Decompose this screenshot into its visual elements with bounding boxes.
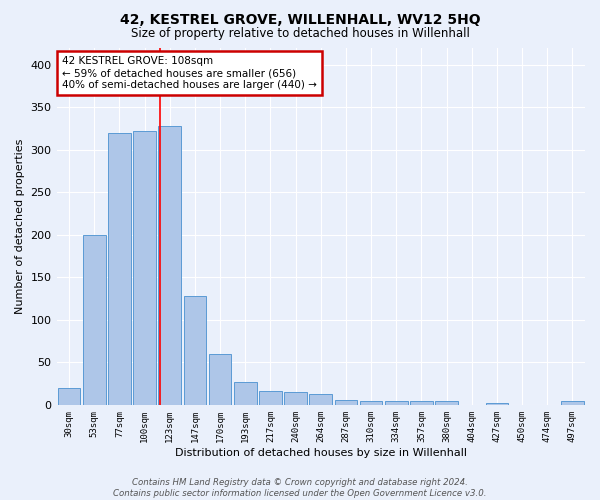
X-axis label: Distribution of detached houses by size in Willenhall: Distribution of detached houses by size … [175, 448, 467, 458]
Bar [561, 400, 584, 405]
Bar [209, 354, 232, 405]
Bar [310, 394, 332, 405]
Text: 42, KESTREL GROVE, WILLENHALL, WV12 5HQ: 42, KESTREL GROVE, WILLENHALL, WV12 5HQ [119, 12, 481, 26]
Text: Contains HM Land Registry data © Crown copyright and database right 2024.
Contai: Contains HM Land Registry data © Crown c… [113, 478, 487, 498]
Bar [435, 402, 458, 405]
Bar [133, 131, 156, 405]
Bar [410, 402, 433, 405]
Bar [284, 392, 307, 405]
Text: 42 KESTREL GROVE: 108sqm
← 59% of detached houses are smaller (656)
40% of semi-: 42 KESTREL GROVE: 108sqm ← 59% of detach… [62, 56, 317, 90]
Y-axis label: Number of detached properties: Number of detached properties [15, 138, 25, 314]
Bar [234, 382, 257, 405]
Bar [158, 126, 181, 405]
Bar [259, 391, 282, 405]
Bar [184, 296, 206, 405]
Bar [360, 402, 382, 405]
Text: Size of property relative to detached houses in Willenhall: Size of property relative to detached ho… [131, 28, 469, 40]
Bar [58, 388, 80, 405]
Bar [108, 132, 131, 405]
Bar [485, 403, 508, 405]
Bar [385, 402, 407, 405]
Bar [83, 234, 106, 405]
Bar [335, 400, 357, 405]
